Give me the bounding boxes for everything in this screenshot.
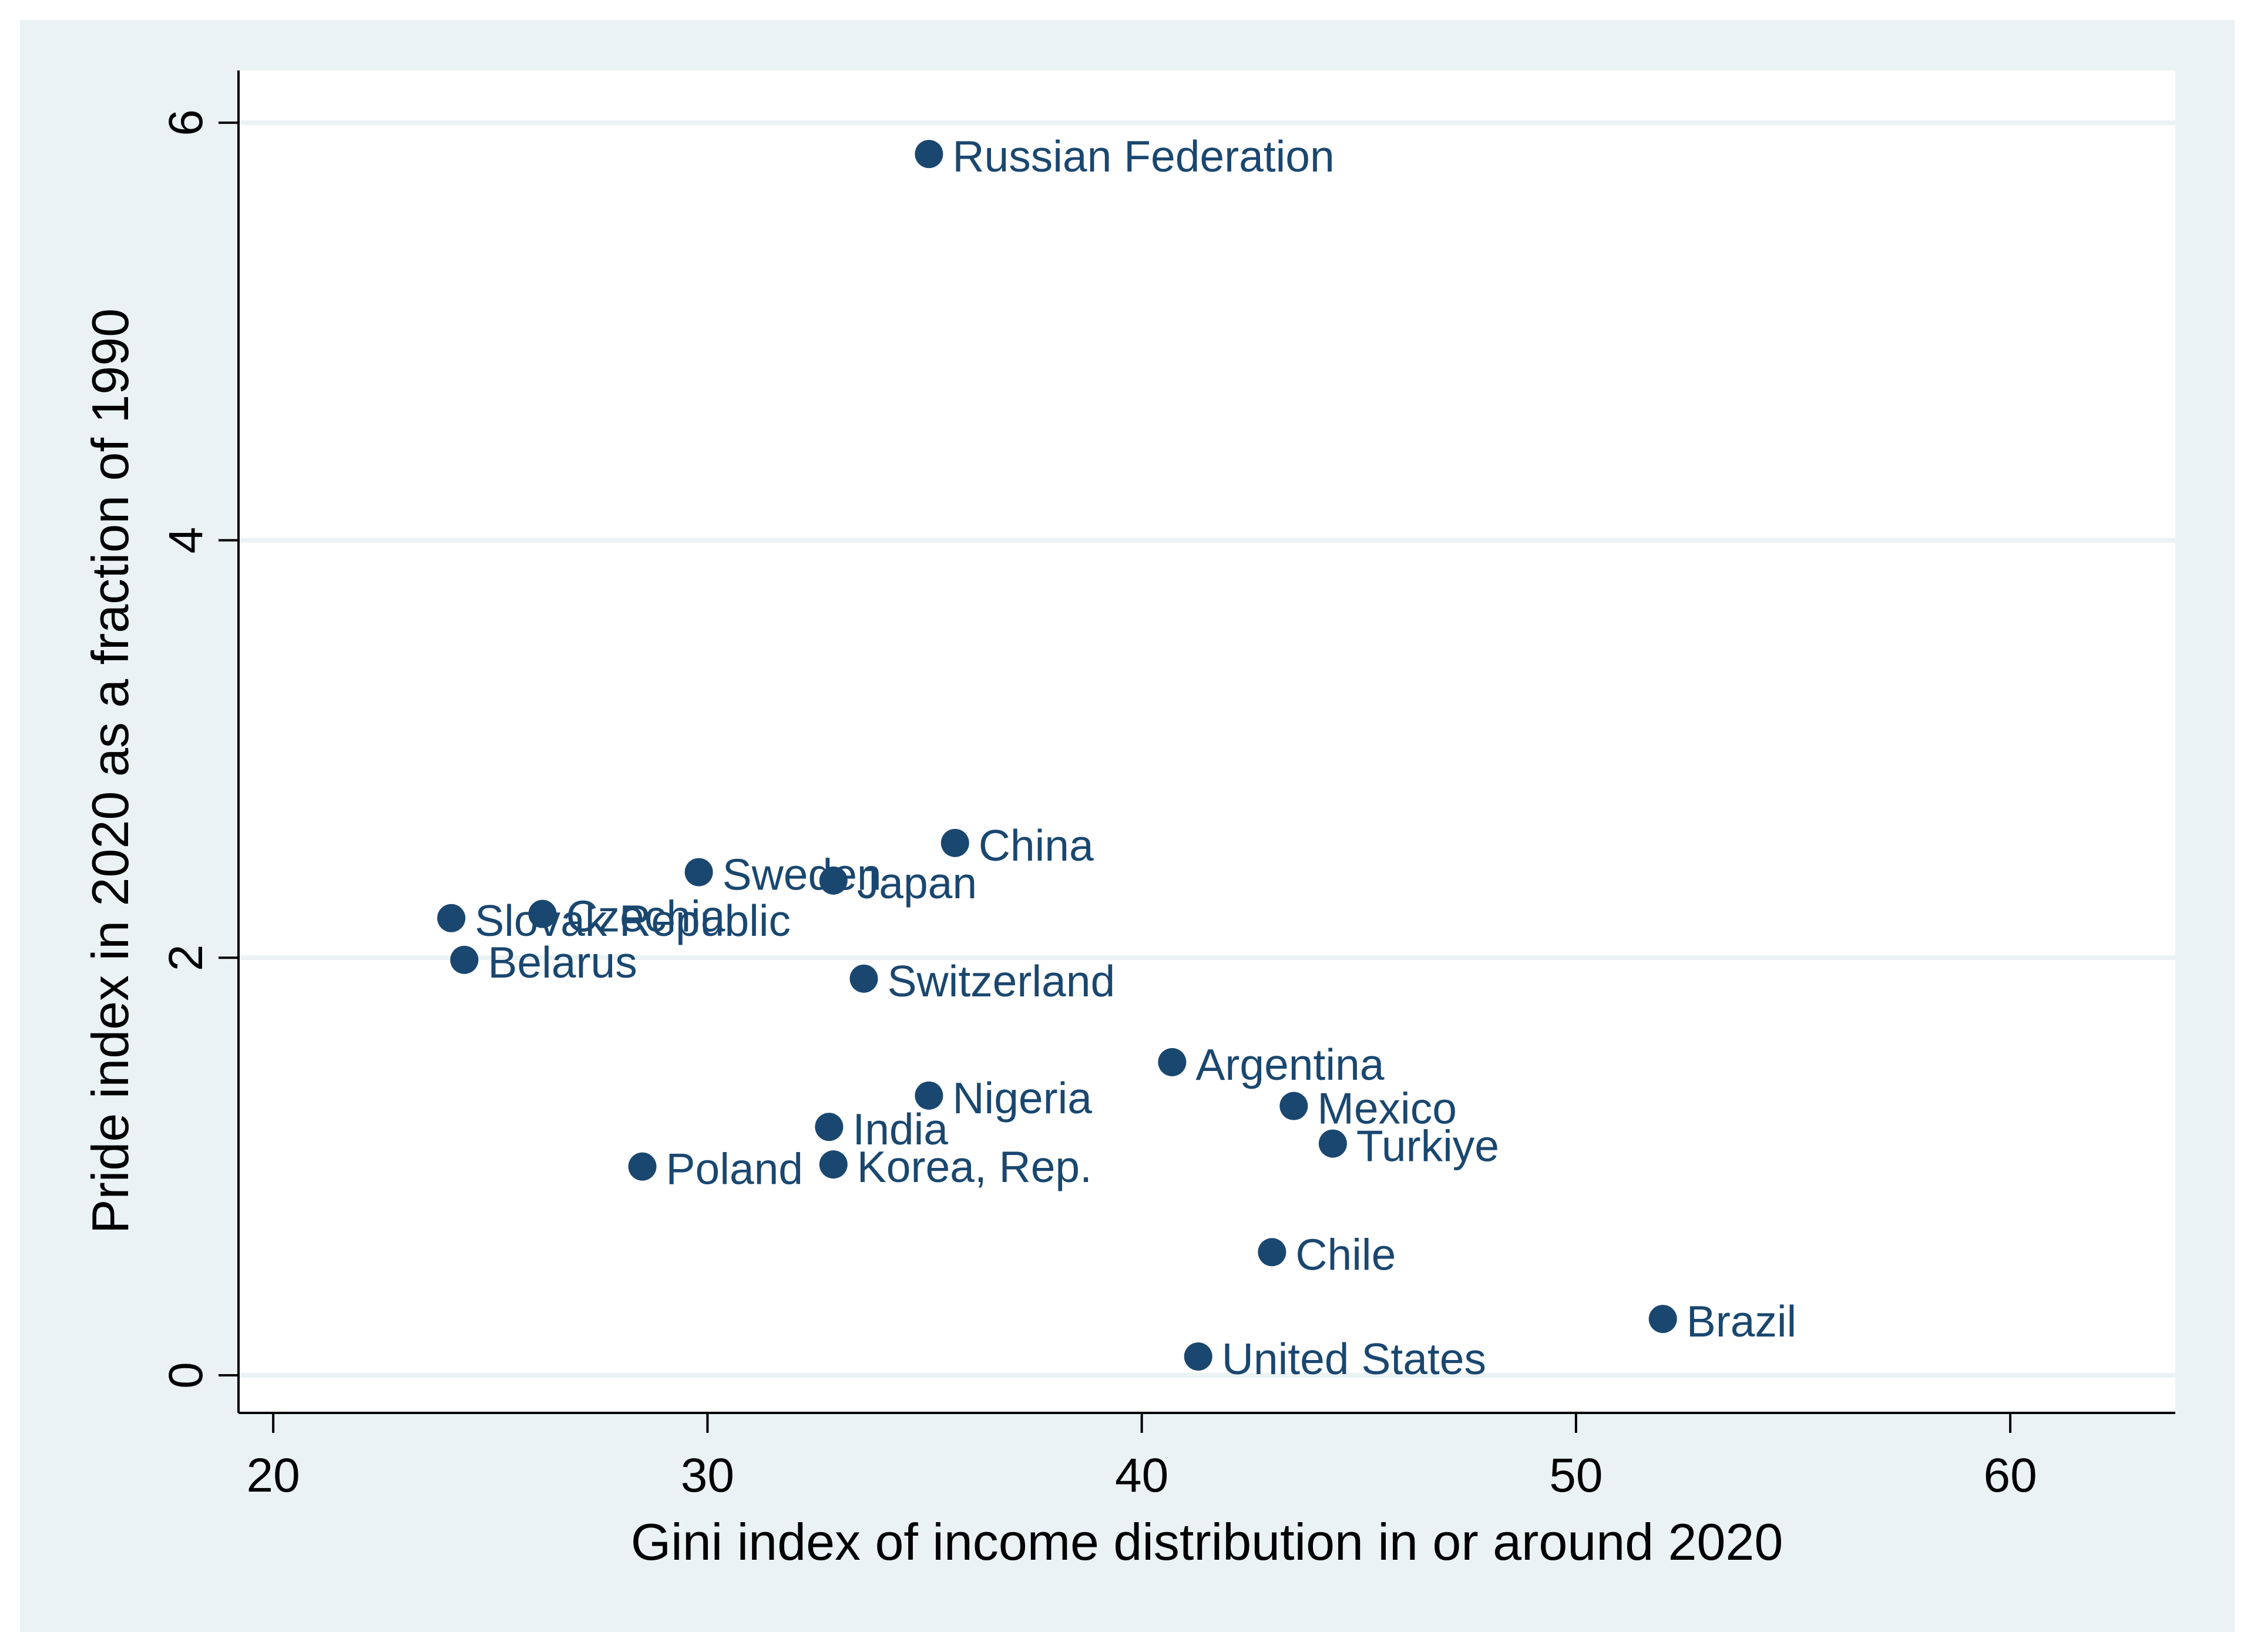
scatter-point: Poland	[628, 1144, 803, 1194]
point-marker	[450, 945, 479, 974]
x-tick-label: 50	[1549, 1449, 1603, 1502]
scatter-point: Brazil	[1648, 1297, 1797, 1346]
point-label: Japan	[857, 858, 977, 908]
scatter-point: Switzerland	[849, 956, 1116, 1006]
y-tick-label: 4	[159, 527, 213, 554]
point-label: Sweden	[723, 850, 882, 899]
y-axis-title: Pride index in 2020 as a fraction of 199…	[81, 308, 139, 1234]
point-marker	[1318, 1129, 1347, 1158]
scatter-point: Czechia	[528, 892, 725, 941]
point-marker	[1648, 1305, 1677, 1334]
point-label: India	[852, 1104, 948, 1154]
point-marker	[1184, 1342, 1212, 1371]
point-label: Czechia	[566, 892, 725, 941]
x-tick-label: 60	[1983, 1449, 2037, 1502]
point-label: Turkiye	[1356, 1122, 1499, 1171]
scatter-point: India	[815, 1104, 948, 1154]
point-marker	[1158, 1047, 1187, 1076]
point-label: Argentina	[1195, 1040, 1384, 1089]
point-label: China	[979, 821, 1094, 870]
point-marker	[528, 899, 557, 928]
y-tick-label: 0	[159, 1362, 213, 1389]
point-label: Belarus	[488, 938, 637, 987]
scatter-point: Belarus	[450, 938, 637, 987]
point-label: Mexico	[1317, 1084, 1457, 1133]
scatter-point: Chile	[1258, 1230, 1396, 1279]
y-tick-label: 6	[159, 109, 213, 136]
y-tick-label: 2	[159, 944, 213, 971]
point-label: United States	[1222, 1334, 1486, 1384]
point-marker	[684, 858, 713, 887]
x-tick-label: 20	[247, 1449, 300, 1502]
point-marker	[1258, 1238, 1286, 1267]
point-marker	[819, 1150, 848, 1179]
scatter-point: Nigeria	[915, 1073, 1092, 1123]
point-label: Chile	[1295, 1230, 1396, 1279]
scatter-point: Mexico	[1279, 1084, 1457, 1133]
point-label: Russian Federation	[952, 132, 1334, 181]
x-tick-label: 40	[1115, 1449, 1168, 1502]
point-label: Nigeria	[952, 1073, 1092, 1123]
scatter-point: Russian Federation	[915, 132, 1335, 181]
point-marker	[915, 1081, 943, 1110]
point-marker	[819, 866, 848, 895]
scatter-point: Japan	[819, 858, 977, 908]
point-marker	[628, 1152, 657, 1181]
scatter-point: United States	[1184, 1334, 1486, 1384]
point-marker	[1279, 1092, 1308, 1120]
scatter-point: Sweden	[684, 850, 882, 899]
point-label: Brazil	[1687, 1297, 1797, 1346]
point-marker	[915, 140, 943, 169]
gridlines	[238, 120, 2175, 1378]
scatter-point: China	[940, 821, 1094, 870]
point-marker	[849, 964, 878, 993]
plot-area	[238, 70, 2175, 1413]
scatter-point: Korea, Rep.	[819, 1142, 1092, 1191]
scatter-point: Slovak Republic	[437, 896, 791, 945]
point-label: Slovak Republic	[475, 896, 791, 945]
x-axis-title: Gini index of income distribution in or …	[631, 1513, 1783, 1571]
point-marker	[815, 1113, 844, 1141]
point-marker	[437, 904, 466, 932]
axes: 0 2 4 6 20 30 40 50 60	[159, 70, 2175, 1502]
scatter-point: Turkiye	[1318, 1122, 1499, 1171]
point-label: Poland	[666, 1144, 803, 1194]
point-label: Switzerland	[888, 956, 1116, 1006]
point-label: Korea, Rep.	[857, 1142, 1092, 1191]
x-tick-label: 30	[681, 1449, 734, 1502]
point-marker	[940, 828, 969, 857]
scatter-point: Argentina	[1158, 1040, 1385, 1089]
